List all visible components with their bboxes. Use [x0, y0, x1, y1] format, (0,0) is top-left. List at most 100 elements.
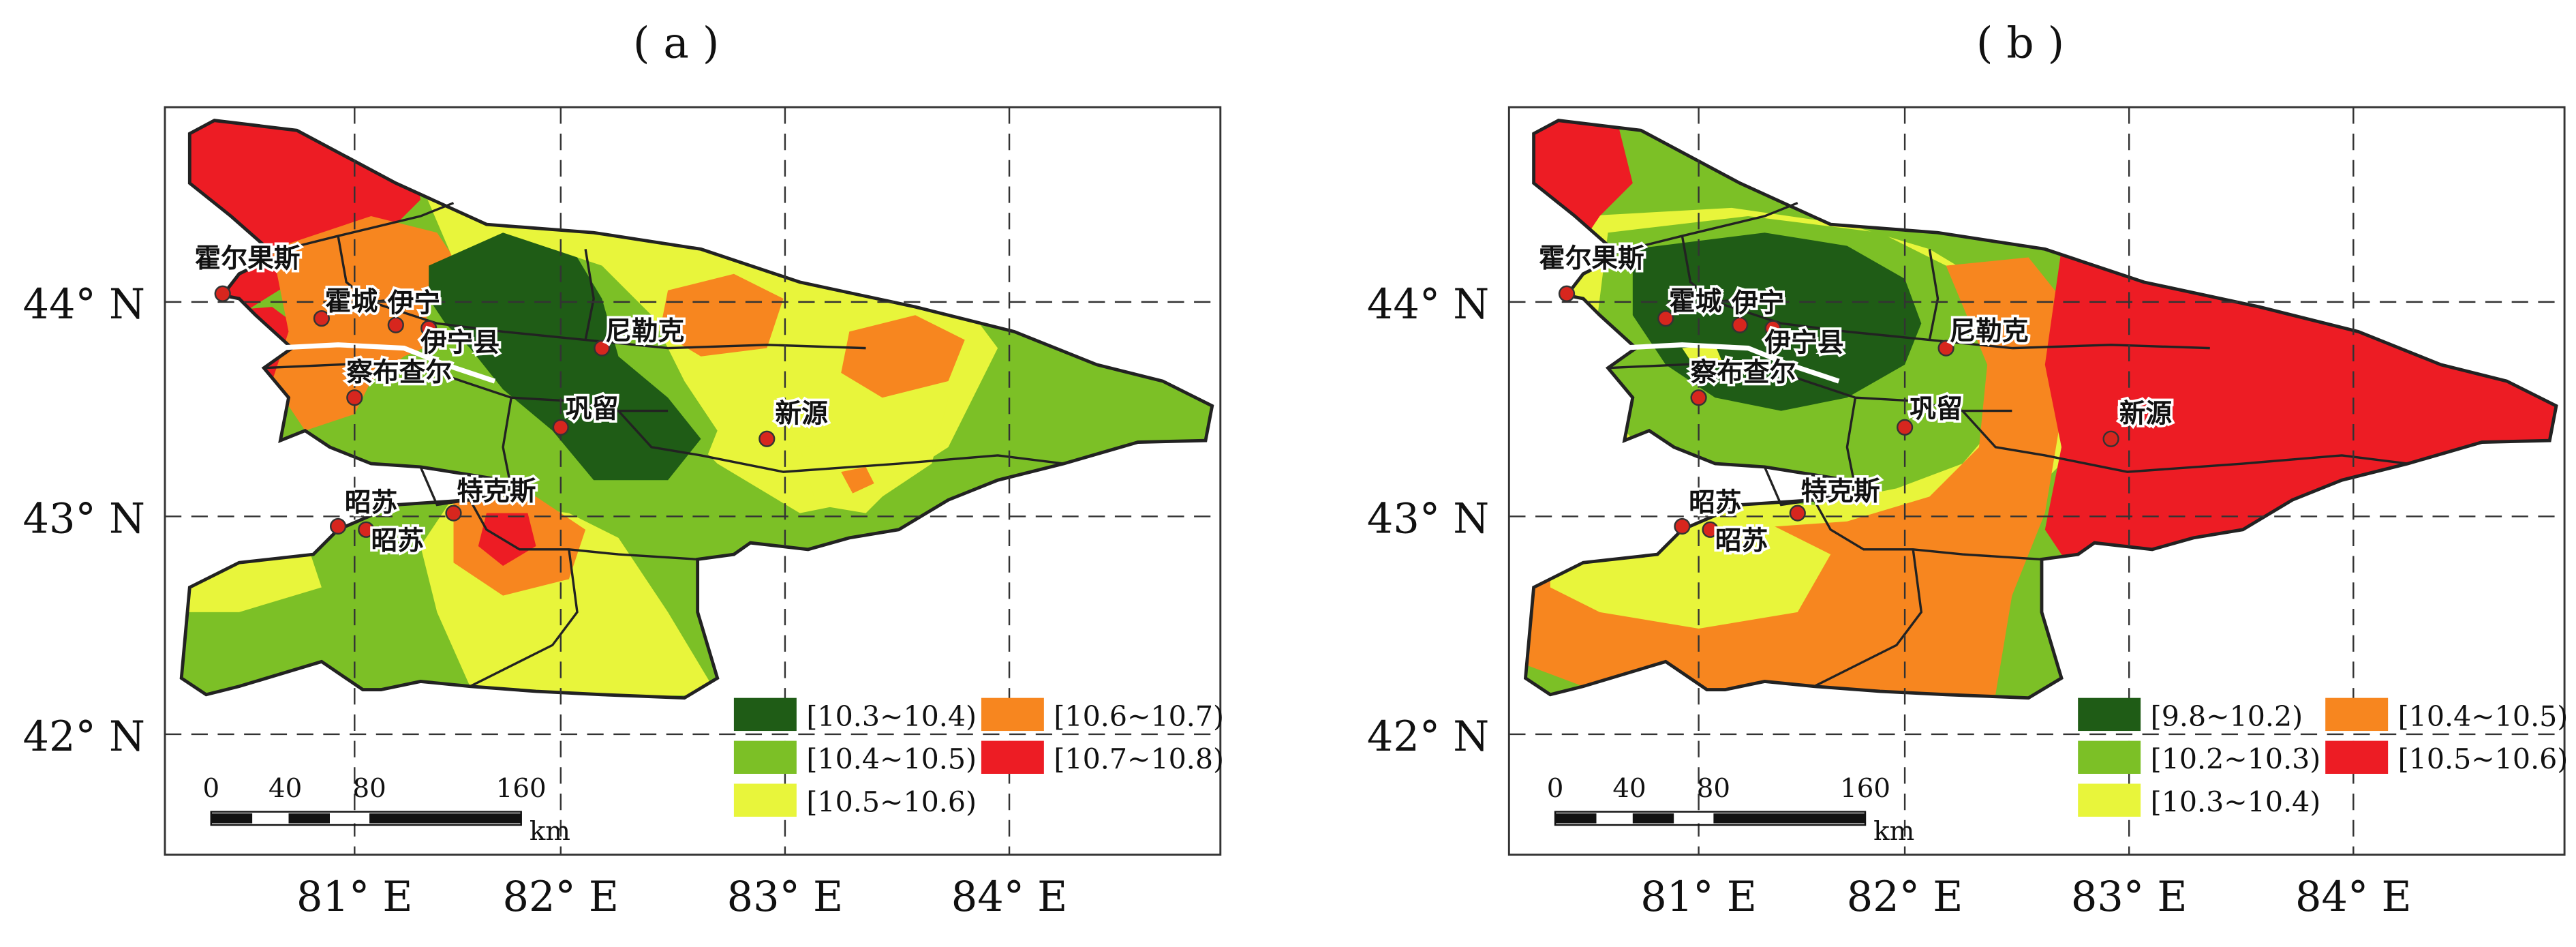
city-dot: [445, 505, 462, 522]
county-border: [1715, 301, 2012, 350]
legend-swatch: [733, 697, 797, 732]
scale-tick-label: 40: [1612, 773, 1646, 804]
city-label: 尼勒克: [605, 316, 684, 347]
county-border: [668, 344, 866, 350]
legend-label: [10.3~10.4): [806, 700, 977, 733]
city-dot: [330, 517, 347, 535]
legend-swatch: [733, 783, 797, 817]
city-label: 特克斯: [457, 476, 536, 507]
scale-tick-label: 80: [1697, 773, 1730, 804]
city-dot: [594, 340, 611, 357]
legend-label: [10.5~10.6): [806, 786, 977, 819]
legend-label: [10.6~10.7): [1054, 700, 1224, 733]
city-dot: [552, 419, 569, 436]
river: [272, 342, 496, 384]
legend-label: [10.2~10.3): [2151, 743, 2321, 776]
region-outline: [179, 119, 1214, 700]
legend-label: [10.7~10.8): [1054, 743, 1224, 776]
city-dot: [387, 316, 404, 333]
city-label: 伊宁县: [1764, 327, 1843, 358]
panel-title: ( a ): [633, 18, 720, 68]
lat-tick-label: 42° N: [1367, 713, 1489, 761]
scale-tick-label: 80: [352, 773, 386, 804]
lon-tick-label: 81° E: [1640, 873, 1757, 921]
legend-swatch: [2325, 697, 2389, 732]
isoline-zone: [429, 232, 701, 481]
county-border: [1961, 410, 2408, 473]
county-borders: [1608, 202, 2408, 688]
lat-tick-label: 43° N: [23, 496, 145, 543]
isoline-zone: [660, 273, 784, 357]
county-border: [1608, 360, 2012, 412]
legend-label: [10.5~10.6): [2398, 743, 2569, 776]
legend-label: [9.8~10.2): [2151, 700, 2303, 733]
city-dot: [1674, 517, 1691, 535]
legend-swatch: [2078, 697, 2141, 732]
scale-unit: km: [1873, 816, 1914, 847]
city-dot: [420, 320, 438, 337]
scale-segment: [288, 813, 330, 824]
lon-tick-label: 83° E: [2071, 873, 2188, 921]
legend-swatch: [733, 740, 797, 774]
city-label: 昭苏: [345, 487, 397, 518]
lon-tick-label: 82° E: [502, 873, 619, 921]
legend-swatch: [2078, 783, 2141, 817]
legend-swatch: [2078, 740, 2141, 774]
city-dot: [1764, 320, 1781, 337]
scale-segment: [1555, 813, 1597, 824]
city-dot: [1937, 340, 1954, 357]
city-dot: [346, 389, 363, 406]
city-label: 察布查尔: [346, 357, 452, 388]
lon-tick-label: 82° E: [1847, 873, 1963, 921]
city-label: 巩留: [1910, 393, 1962, 424]
city-dot: [1897, 419, 1914, 436]
region-outline: [1523, 119, 2558, 700]
lat-tick-label: 44° N: [23, 281, 145, 329]
city-dot: [2102, 430, 2119, 447]
river: [1616, 342, 1840, 384]
city-label: 伊宁: [387, 288, 440, 318]
city-dot: [214, 285, 231, 302]
county-border: [370, 301, 669, 350]
county-border: [337, 235, 438, 303]
isoline-zones: [181, 120, 998, 698]
city-label: 伊宁县: [420, 327, 500, 358]
scale-tick-label: 40: [269, 773, 302, 804]
lon-tick-label: 81° E: [296, 873, 413, 921]
city-label: 昭苏: [1715, 526, 1768, 556]
scale-tick-label: 0: [1547, 773, 1564, 804]
city-label: 霍尔果斯: [1539, 243, 1644, 274]
legend-label: [10.4~10.5): [2398, 700, 2569, 733]
legend-swatch: [981, 697, 1044, 732]
county-border: [271, 202, 455, 254]
legend-label: [10.3~10.4): [2151, 786, 2321, 819]
county-border: [1681, 235, 1781, 303]
city-dot: [758, 430, 776, 447]
isoline-zone: [272, 216, 470, 431]
scale-segment: [252, 813, 289, 824]
scale-segment: [1713, 813, 1866, 824]
city-dot: [1558, 285, 1576, 302]
lon-tick-label: 84° E: [2295, 873, 2412, 921]
county-border: [469, 549, 579, 688]
city-label: 尼勒克: [1949, 316, 2028, 347]
scale-segment: [1674, 813, 1714, 824]
scale-bar: 0 40 80 160 km: [1547, 773, 1915, 847]
scale-tick-label: 0: [202, 773, 219, 804]
city-label: 霍城: [1669, 286, 1722, 317]
scale-segment: [369, 813, 521, 824]
city-label: 霍尔果斯: [195, 243, 301, 274]
scale-tick-label: 160: [496, 773, 547, 804]
panel-b: 44° N 43° N 42° N 81° E 82° E 83° E 84° E ( b )…: [1367, 18, 2569, 921]
scale-segment: [211, 813, 253, 824]
legend-swatch: [2325, 740, 2389, 774]
city-dot: [1690, 389, 1707, 406]
county-border: [469, 499, 698, 561]
county-border: [502, 397, 512, 489]
scale-segment: [1596, 813, 1633, 824]
county-border: [617, 410, 1064, 473]
legend-label: [10.4~10.5): [806, 743, 977, 776]
city-label: 昭苏: [371, 526, 424, 556]
